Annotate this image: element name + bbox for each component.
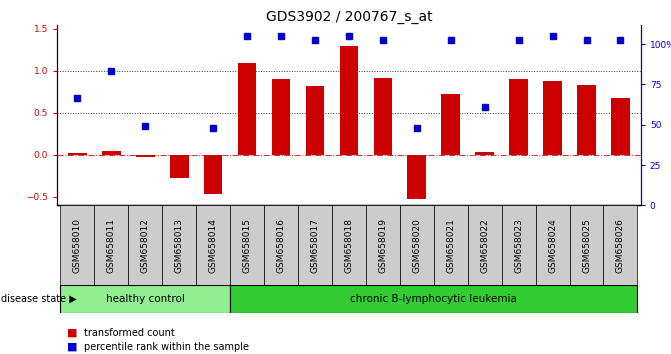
Bar (433, 205, 468, 285)
Text: GSM658019: GSM658019 (378, 218, 387, 273)
Bar (128, 205, 162, 285)
Text: ■: ■ (67, 342, 78, 352)
Text: GSM658021: GSM658021 (446, 218, 455, 273)
Title: GDS3902 / 200767_s_at: GDS3902 / 200767_s_at (266, 10, 432, 24)
Bar (407, 155, 426, 199)
Bar (136, 155, 154, 156)
Bar (475, 153, 494, 155)
Bar (340, 46, 358, 155)
Bar (577, 85, 596, 155)
Bar (611, 98, 630, 155)
Text: GSM658011: GSM658011 (107, 218, 116, 273)
Bar (272, 79, 291, 155)
Text: ■: ■ (67, 328, 78, 338)
Bar (400, 205, 433, 285)
Bar (442, 94, 460, 155)
Text: GSM658017: GSM658017 (311, 218, 319, 273)
Text: GSM658020: GSM658020 (412, 218, 421, 273)
Bar (68, 153, 87, 155)
Bar (502, 205, 535, 285)
Text: transformed count: transformed count (84, 328, 174, 338)
Text: disease state ▶: disease state ▶ (1, 294, 77, 304)
Text: GSM658026: GSM658026 (616, 218, 625, 273)
Bar (468, 205, 502, 285)
Bar (306, 86, 324, 155)
Bar (196, 205, 230, 285)
Bar (238, 63, 256, 155)
Text: GSM658010: GSM658010 (73, 218, 82, 273)
Bar (60, 205, 95, 285)
Text: percentile rank within the sample: percentile rank within the sample (84, 342, 249, 352)
Bar (170, 155, 189, 178)
Bar (230, 205, 264, 285)
Bar (298, 205, 332, 285)
Bar (264, 205, 298, 285)
Bar (535, 205, 570, 285)
Bar (60, 285, 230, 313)
Bar (95, 205, 128, 285)
Text: GSM658015: GSM658015 (243, 218, 252, 273)
Bar (570, 205, 603, 285)
Text: healthy control: healthy control (106, 294, 185, 304)
Bar (204, 155, 223, 194)
Text: GSM658024: GSM658024 (548, 218, 557, 273)
Text: GSM658016: GSM658016 (276, 218, 286, 273)
Bar (509, 79, 528, 155)
Bar (374, 78, 392, 155)
Bar (230, 285, 637, 313)
Bar (544, 81, 562, 155)
Bar (162, 205, 196, 285)
Text: GSM658014: GSM658014 (209, 218, 217, 273)
Bar (102, 151, 121, 155)
Text: GSM658013: GSM658013 (174, 218, 184, 273)
Text: chronic B-lymphocytic leukemia: chronic B-lymphocytic leukemia (350, 294, 517, 304)
Text: GSM658023: GSM658023 (514, 218, 523, 273)
Text: GSM658025: GSM658025 (582, 218, 591, 273)
Text: GSM658012: GSM658012 (141, 218, 150, 273)
Bar (603, 205, 637, 285)
Bar (332, 205, 366, 285)
Text: GSM658022: GSM658022 (480, 218, 489, 273)
Text: GSM658018: GSM658018 (344, 218, 354, 273)
Bar (366, 205, 400, 285)
